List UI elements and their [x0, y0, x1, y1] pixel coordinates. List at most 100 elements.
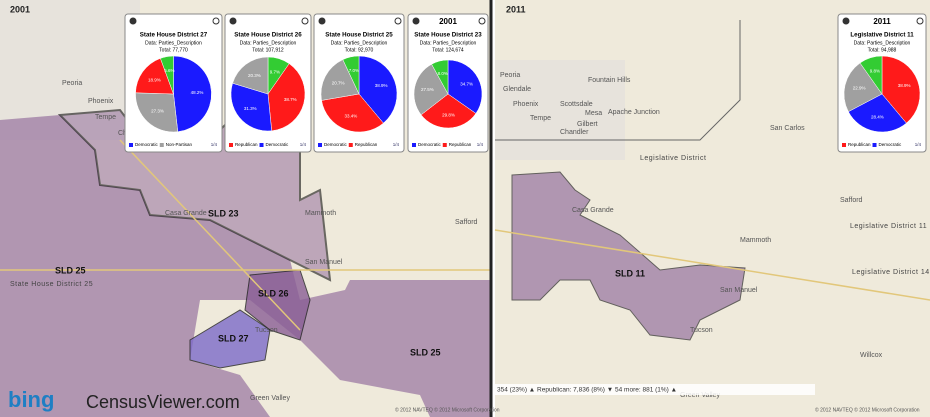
legend-swatch: [159, 143, 164, 147]
pie-slice: [413, 63, 449, 116]
place-label: San Manuel: [720, 287, 758, 294]
year-label: 2011: [506, 4, 526, 14]
place-label: Glendale: [503, 86, 531, 93]
place-label: Mesa: [585, 110, 602, 117]
place-label: Phoenix: [88, 98, 114, 105]
close-button[interactable]: [916, 17, 924, 25]
legend-pager[interactable]: 1/4: [211, 142, 218, 147]
pie-slice: [358, 55, 398, 124]
status-text: 354 (23%) ▲ Republican: 7,836 (8%) ▼ 54 …: [497, 387, 677, 394]
district-label: SLD 25: [55, 265, 86, 275]
slice-label: 9.8%: [870, 69, 880, 74]
slice-label: 27.3%: [151, 109, 164, 114]
legend-pager[interactable]: 1/4: [393, 142, 400, 147]
site-logo: CensusViewer.com: [86, 392, 240, 412]
legend-label: Non-Partisan: [166, 142, 193, 147]
legend-label: Democratic: [879, 142, 903, 147]
legend-label: Democratic: [135, 142, 159, 147]
legend-label: Republican: [848, 142, 871, 147]
slice-label: 33.4%: [344, 113, 357, 118]
place-label: Mammoth: [305, 210, 336, 217]
slice-label: 7.0%: [349, 68, 359, 73]
pie-slice: [431, 59, 449, 95]
popup-subtitle: Data: Parties_Description: [331, 40, 388, 46]
legend-pager[interactable]: 1/4: [300, 142, 307, 147]
legend-swatch: [229, 143, 233, 147]
close-button[interactable]: [301, 17, 309, 25]
place-label: Peoria: [62, 80, 82, 87]
pie-slice: [447, 59, 483, 114]
popup-subtitle: Data: Parties_Description: [420, 40, 477, 46]
place-label: Willcox: [860, 352, 883, 359]
legend-swatch: [412, 143, 416, 147]
close-button[interactable]: [478, 17, 486, 25]
popup-title: State House District 27: [140, 32, 208, 39]
place-label: Green Valley: [680, 392, 720, 399]
year-label: 2001: [10, 4, 30, 14]
district-border: [495, 20, 741, 141]
slice-label: 38.7%: [284, 97, 297, 102]
bing-logo: bing: [8, 387, 54, 412]
district-sld11[interactable]: [511, 171, 746, 341]
slice-label: 20.7%: [332, 80, 345, 85]
pie-icon[interactable]: [129, 17, 137, 25]
copyright: © 2012 NAVTEQ © 2012 Microsoft Corporati…: [395, 406, 500, 413]
legend-swatch: [318, 143, 322, 147]
slice-label: 22.9%: [853, 86, 866, 91]
pie-slice: [232, 56, 269, 95]
road: [494, 229, 930, 301]
pie-slice: [135, 58, 174, 95]
district-sld25[interactable]: [0, 115, 491, 417]
popup-subtitle: Data: Parties_Description: [145, 40, 202, 46]
close-button[interactable]: [394, 17, 402, 25]
pie-slice: [881, 55, 921, 124]
popup-total: Total: 92,970: [345, 47, 374, 53]
pie-slice: [230, 82, 272, 132]
slice-label: 5.6%: [164, 68, 174, 73]
legend-label: Democratic: [418, 142, 442, 147]
slice-label: 27.5%: [421, 87, 434, 92]
pie-icon[interactable]: [842, 17, 850, 25]
pie-slice: [843, 62, 883, 113]
urban-area: [495, 60, 625, 160]
legend-pager[interactable]: 1/4: [915, 142, 922, 147]
legend-pager[interactable]: 1/4: [477, 142, 484, 147]
pie-icon[interactable]: [229, 17, 237, 25]
pie-slice: [320, 59, 360, 101]
popup-subtitle: Data: Parties_Description: [240, 40, 297, 46]
road: [119, 139, 301, 331]
pie-slice: [135, 92, 179, 133]
district-label: SLD 23: [208, 208, 239, 218]
legend-swatch: [842, 143, 846, 147]
legend-swatch: [259, 143, 264, 147]
popup-title: State House District 23: [414, 32, 482, 39]
pie-icon[interactable]: [412, 17, 420, 25]
pie-icon[interactable]: [318, 17, 326, 25]
popup-total: Total: 107,912: [252, 47, 284, 53]
popup-header: 2011: [873, 17, 891, 26]
legend-label: Democratic: [266, 142, 290, 147]
place-label: San Carlos: [770, 125, 805, 132]
pie-slice: [420, 93, 477, 129]
legend-label: Republican: [449, 142, 472, 147]
place-label: Green Valley: [250, 395, 290, 402]
place-label: Safford: [455, 219, 478, 226]
district-label: SLD 27: [218, 333, 249, 343]
slice-label: 8.0%: [438, 71, 448, 76]
district-sld27[interactable]: [189, 309, 271, 369]
copyright: © 2012 NAVTEQ © 2012 Microsoft Corporati…: [815, 406, 920, 413]
close-button[interactable]: [212, 17, 220, 25]
place-label: Peoria: [500, 72, 520, 79]
place-label: Safford: [840, 197, 863, 204]
district-label: SLD 25: [410, 347, 441, 357]
pie-slice: [342, 55, 360, 95]
place-label: Gilbert: [577, 121, 598, 128]
place-label: Chandler: [560, 129, 589, 136]
slice-label: 28.4%: [871, 114, 884, 119]
